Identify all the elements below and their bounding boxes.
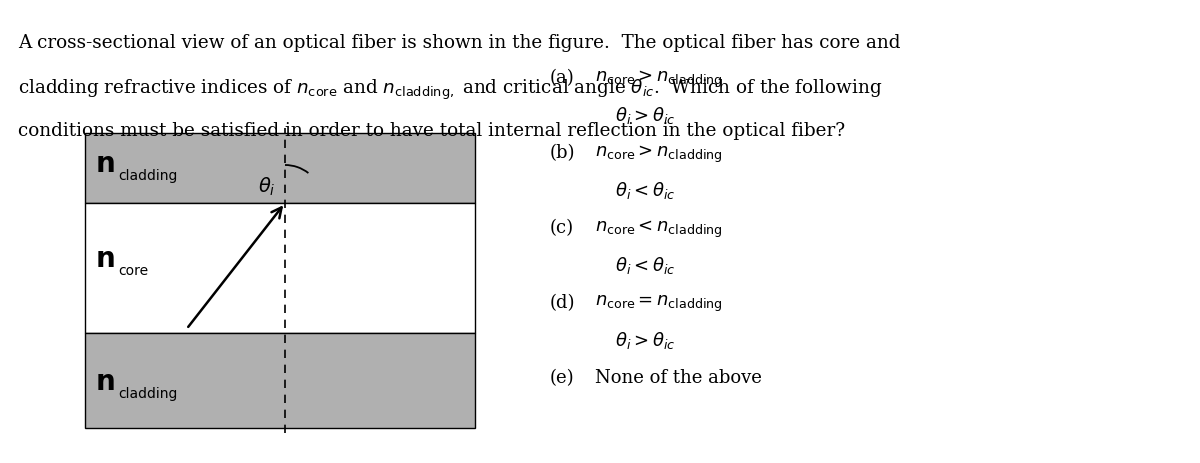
Text: $\theta_i < \theta_{ic}$: $\theta_i < \theta_{ic}$ [616, 180, 676, 200]
Text: $\theta_i > \theta_{ic}$: $\theta_i > \theta_{ic}$ [616, 105, 676, 126]
Text: cladding: cladding [118, 386, 178, 400]
Text: $\mathbf{n}$: $\mathbf{n}$ [95, 244, 115, 272]
Bar [85, 204, 475, 333]
Text: $\theta_i$: $\theta_i$ [258, 175, 276, 198]
Text: $n_{\mathrm{core}} > n_{\mathrm{cladding}}$: $n_{\mathrm{core}} > n_{\mathrm{cladding… [595, 144, 722, 165]
Text: conditions must be satisfied in order to have total internal reflection in the o: conditions must be satisfied in order to… [18, 122, 845, 140]
Bar [85, 333, 475, 428]
Text: $n_{\mathrm{core}} > n_{\mathrm{cladding}}$: $n_{\mathrm{core}} > n_{\mathrm{cladding… [595, 69, 722, 90]
Text: $n_{\mathrm{core}} = n_{\mathrm{cladding}}$: $n_{\mathrm{core}} = n_{\mathrm{cladding… [595, 294, 722, 313]
Text: (a): (a) [550, 69, 575, 87]
Text: cladding: cladding [118, 169, 178, 182]
Text: A cross-sectional view of an optical fiber is shown in the figure.  The optical : A cross-sectional view of an optical fib… [18, 34, 900, 52]
Text: $n_{\mathrm{core}} < n_{\mathrm{cladding}}$: $n_{\mathrm{core}} < n_{\mathrm{cladding… [595, 219, 722, 240]
Text: $\theta_i < \theta_{ic}$: $\theta_i < \theta_{ic}$ [616, 255, 676, 275]
Text: (d): (d) [550, 294, 576, 311]
Text: core: core [118, 263, 148, 277]
Text: $\mathbf{n}$: $\mathbf{n}$ [95, 150, 115, 178]
Text: None of the above: None of the above [595, 368, 762, 386]
Text: $\theta_i > \theta_{ic}$: $\theta_i > \theta_{ic}$ [616, 329, 676, 350]
Text: cladding refractive indices of $n_{\mathrm{core}}$ and $n_{\mathrm{cladding,}}$ : cladding refractive indices of $n_{\math… [18, 78, 882, 102]
Text: (e): (e) [550, 368, 575, 386]
Text: $\mathbf{n}$: $\mathbf{n}$ [95, 367, 115, 395]
Text: (c): (c) [550, 219, 574, 237]
Bar [85, 134, 475, 204]
Text: (b): (b) [550, 144, 576, 162]
